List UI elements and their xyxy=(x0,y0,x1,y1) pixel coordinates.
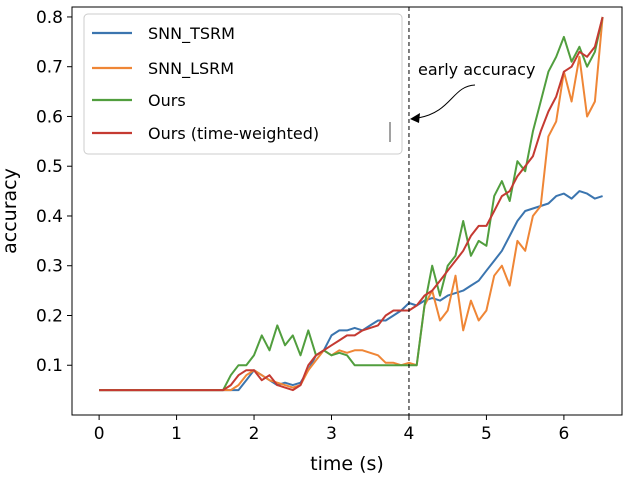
plot-frame xyxy=(71,6,623,416)
y-tick-label: 0.8 xyxy=(36,8,63,28)
annotation-text: early accuracy xyxy=(418,60,535,79)
y-tick-label: 0.6 xyxy=(36,107,63,127)
y-tick-label: 0.4 xyxy=(36,207,63,227)
legend-box xyxy=(83,13,403,155)
y-tick-label: 0.1 xyxy=(36,356,63,376)
legend: SNN_TSRM SNN_LSRM Ours Ours (time-weight… xyxy=(83,13,403,155)
legend-label-ours: Ours xyxy=(148,91,186,110)
y-tick-label: 0.7 xyxy=(36,58,63,78)
x-tick-label: 1 xyxy=(171,424,182,444)
series-line-snn-lsrm xyxy=(99,16,604,392)
annotation: early accuracy xyxy=(410,60,535,123)
annotation-arrowhead xyxy=(410,113,420,123)
legend-label-snn-tsrm: SNN_TSRM xyxy=(148,24,235,44)
x-tick-label: 6 xyxy=(558,424,569,444)
x-tick-label: 0 xyxy=(94,424,105,444)
y-tick-label: 0.2 xyxy=(36,306,63,326)
x-axis-label: time (s) xyxy=(310,453,384,475)
y-tick-label: 0.3 xyxy=(36,257,63,277)
legend-label-ours-time-weighted: Ours (time-weighted) xyxy=(148,124,319,143)
x-tick-label: 2 xyxy=(249,424,260,444)
y-axis-label: accuracy xyxy=(0,168,21,254)
annotation-arrow xyxy=(417,84,476,119)
x-tick-label: 3 xyxy=(326,424,337,444)
legend-label-snn-lsrm: SNN_LSRM xyxy=(148,59,234,79)
tick-layer: 0 1 2 3 4 5 6 0.1 0.2 0.3 0.4 0.5 0.6 0.7 0.8 xyxy=(36,8,569,444)
x-tick-label: 5 xyxy=(481,424,492,444)
x-tick-label: 4 xyxy=(404,424,415,444)
y-tick-label: 0.5 xyxy=(36,157,63,177)
